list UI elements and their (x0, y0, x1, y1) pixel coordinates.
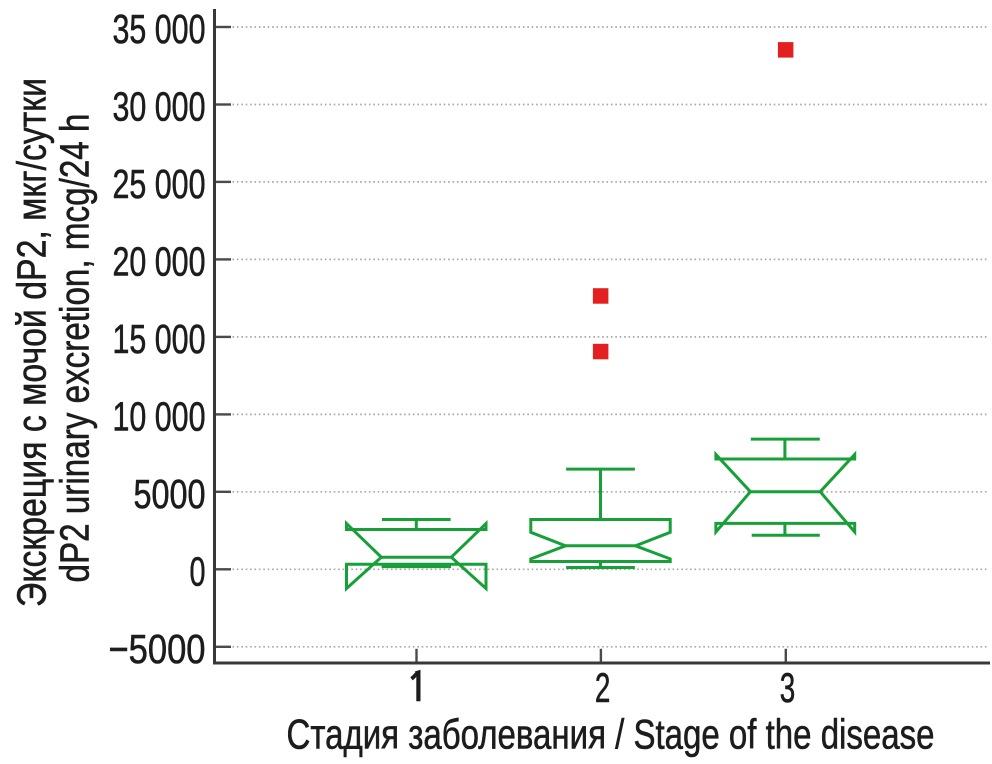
svg-text:−5000: −5000 (109, 626, 206, 672)
svg-text:3: 3 (780, 664, 796, 711)
svg-text:10 000: 10 000 (113, 393, 206, 439)
svg-text:20 000: 20 000 (113, 238, 206, 284)
svg-text:Экскреция с мочой dP2, мкг/сут: Экскреция с мочой dP2, мкг/сутки (8, 78, 54, 607)
svg-text:0: 0 (190, 548, 206, 594)
svg-text:dP2 urinary excretion, mcg/24: dP2 urinary excretion, mcg/24 h (52, 114, 98, 583)
svg-text:30 000: 30 000 (113, 84, 206, 130)
svg-text:2: 2 (595, 664, 611, 711)
svg-text:5000: 5000 (134, 471, 206, 517)
svg-text:25 000: 25 000 (113, 161, 206, 207)
svg-text:Стадия заболевания / Stage of: Стадия заболевания / Stage of the diseas… (287, 711, 935, 758)
svg-text:15 000: 15 000 (113, 316, 206, 362)
svg-text:35 000: 35 000 (113, 6, 206, 52)
